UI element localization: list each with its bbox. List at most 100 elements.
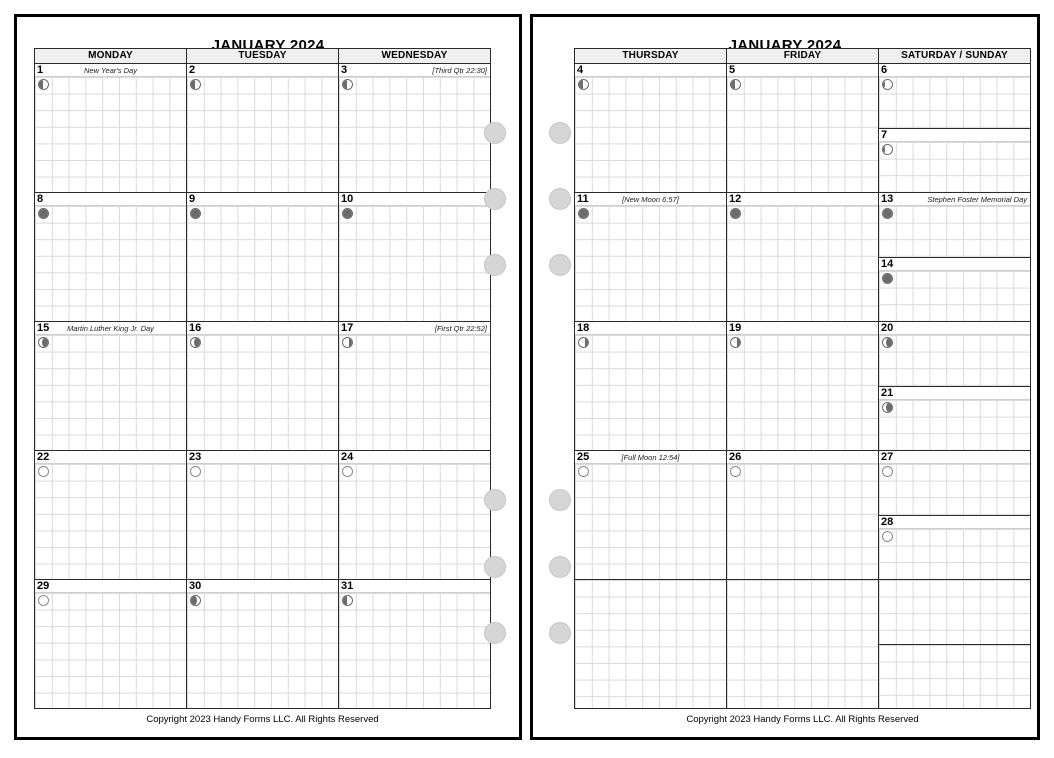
day-cell[interactable]: 25 [Full Moon 12:54]	[575, 451, 726, 579]
day-column-monday[interactable]: 22	[35, 451, 187, 579]
day-column-wednesday[interactable]: 17 [First Qtr 22:52]	[339, 322, 490, 450]
day-cell-empty[interactable]	[727, 580, 878, 708]
day-cell[interactable]: 12	[727, 193, 878, 321]
day-header: 24	[339, 451, 490, 464]
day-note: [Third Qtr 22:30]	[432, 66, 487, 75]
left-calendar-grid: MONDAY TUESDAY WEDNESDAY 1 New Year's Da…	[34, 48, 491, 709]
column-header-monday: MONDAY	[35, 49, 187, 63]
day-cell-empty-saturday[interactable]	[879, 580, 1030, 645]
day-cell-saturday[interactable]: 27	[879, 451, 1030, 516]
day-header: 13 Stephen Foster Memorial Day	[879, 193, 1030, 206]
day-cell[interactable]: 19	[727, 322, 878, 450]
day-column-tuesday[interactable]: 16	[187, 322, 339, 450]
day-cell-sunday[interactable]: 21	[879, 386, 1030, 450]
day-cell[interactable]: 10	[339, 193, 490, 321]
day-column-monday[interactable]: 15 Martin Luther King Jr. Day	[35, 322, 187, 450]
day-column-tuesday[interactable]: 30	[187, 580, 339, 708]
day-column-monday[interactable]: 29	[35, 580, 187, 708]
hole-punch	[484, 556, 506, 578]
day-cell-empty[interactable]	[575, 580, 726, 708]
day-column-monday[interactable]: 8	[35, 193, 187, 321]
day-cell[interactable]: 24	[339, 451, 490, 579]
day-column-wednesday[interactable]: 24	[339, 451, 490, 579]
day-cell[interactable]: 5	[727, 64, 878, 192]
day-number: 15	[37, 322, 50, 334]
moon-phase-icon	[190, 79, 201, 90]
day-column-thursday[interactable]: 4	[575, 64, 727, 192]
day-column-monday[interactable]: 1 New Year's Day	[35, 64, 187, 192]
moon-phase-icon	[730, 466, 741, 477]
hole-punch	[484, 489, 506, 511]
moon-phase-icon	[190, 337, 201, 348]
moon-phase-icon	[882, 401, 893, 413]
day-cell[interactable]: 11 [New Moon 6:57]	[575, 193, 726, 321]
day-column-thursday[interactable]: 18	[575, 322, 727, 450]
day-cell[interactable]: 26	[727, 451, 878, 579]
week-row: 18 19	[575, 322, 1030, 451]
day-cell[interactable]: 17 [First Qtr 22:52]	[339, 322, 490, 450]
column-header-wednesday: WEDNESDAY	[339, 49, 490, 63]
day-cell-empty-sunday[interactable]	[879, 644, 1030, 708]
day-cell[interactable]: 30	[187, 580, 338, 708]
day-cell[interactable]: 22	[35, 451, 186, 579]
day-cell-saturday[interactable]: 6	[879, 64, 1030, 129]
day-number: 20	[881, 322, 894, 334]
day-cell[interactable]: 29	[35, 580, 186, 708]
day-column-saturday-sunday[interactable]: 27 28	[879, 451, 1030, 579]
day-column-wednesday[interactable]: 31	[339, 580, 490, 708]
day-cell-sunday[interactable]: 28	[879, 515, 1030, 579]
left-page-copyright: Copyright 2023 Handy Forms LLC. All Righ…	[146, 714, 379, 725]
day-cell[interactable]: 23	[187, 451, 338, 579]
week-row: 4 5	[575, 64, 1030, 193]
day-cell[interactable]: 9	[187, 193, 338, 321]
day-cell[interactable]: 8	[35, 193, 186, 321]
moon-phase-icon	[730, 79, 741, 90]
day-column-saturday-sunday[interactable]: 20 21	[879, 322, 1030, 450]
day-number: 4	[577, 64, 584, 76]
day-header: 16	[187, 322, 338, 335]
day-cell[interactable]: 31	[339, 580, 490, 708]
moon-phase-icon	[882, 208, 893, 219]
column-header-tuesday: TUESDAY	[187, 49, 339, 63]
day-column-friday[interactable]: 19	[727, 322, 879, 450]
right-page: JANUARY 2024 THURSDAY FRIDAY SATURDAY / …	[530, 14, 1040, 740]
day-column-saturday-sunday[interactable]: 6 7	[879, 64, 1030, 192]
day-cell[interactable]: 15 Martin Luther King Jr. Day	[35, 322, 186, 450]
day-column-tuesday[interactable]: 23	[187, 451, 339, 579]
day-cell-saturday[interactable]: 20	[879, 322, 1030, 387]
day-column-thursday[interactable]	[575, 580, 727, 708]
day-header: 3 [Third Qtr 22:30]	[339, 64, 490, 77]
day-column-friday[interactable]: 26	[727, 451, 879, 579]
week-row: 8 9	[35, 193, 490, 322]
day-cell[interactable]: 3 [Third Qtr 22:30]	[339, 64, 490, 192]
day-column-thursday[interactable]: 25 [Full Moon 12:54]	[575, 451, 727, 579]
week-row: 22 23	[35, 451, 490, 580]
day-column-wednesday[interactable]: 10	[339, 193, 490, 321]
day-number: 31	[341, 580, 354, 592]
day-header: 10	[339, 193, 490, 206]
day-column-tuesday[interactable]: 9	[187, 193, 339, 321]
day-column-tuesday[interactable]: 2	[187, 64, 339, 192]
day-cell-sunday[interactable]: 14	[879, 257, 1030, 321]
day-number: 23	[189, 451, 202, 463]
day-cell-saturday[interactable]: 13 Stephen Foster Memorial Day	[879, 193, 1030, 258]
day-cell[interactable]: 18	[575, 322, 726, 450]
hole-punch	[549, 556, 571, 578]
day-cell[interactable]: 16	[187, 322, 338, 450]
day-cell[interactable]: 1 New Year's Day	[35, 64, 186, 192]
day-cell-sunday[interactable]: 7	[879, 128, 1030, 192]
day-column-thursday[interactable]: 11 [New Moon 6:57]	[575, 193, 727, 321]
day-column-friday[interactable]: 12	[727, 193, 879, 321]
day-column-friday[interactable]: 5	[727, 64, 879, 192]
day-cell[interactable]: 2	[187, 64, 338, 192]
day-column-saturday-sunday[interactable]: 13 Stephen Foster Memorial Day 14	[879, 193, 1030, 321]
day-header: 23	[187, 451, 338, 464]
day-column-wednesday[interactable]: 3 [Third Qtr 22:30]	[339, 64, 490, 192]
day-column-friday[interactable]	[727, 580, 879, 708]
day-header: 20	[879, 322, 1030, 335]
day-cell[interactable]: 4	[575, 64, 726, 192]
day-number: 18	[577, 322, 590, 334]
moon-phase-icon	[578, 337, 589, 348]
day-column-saturday-sunday[interactable]	[879, 580, 1030, 708]
